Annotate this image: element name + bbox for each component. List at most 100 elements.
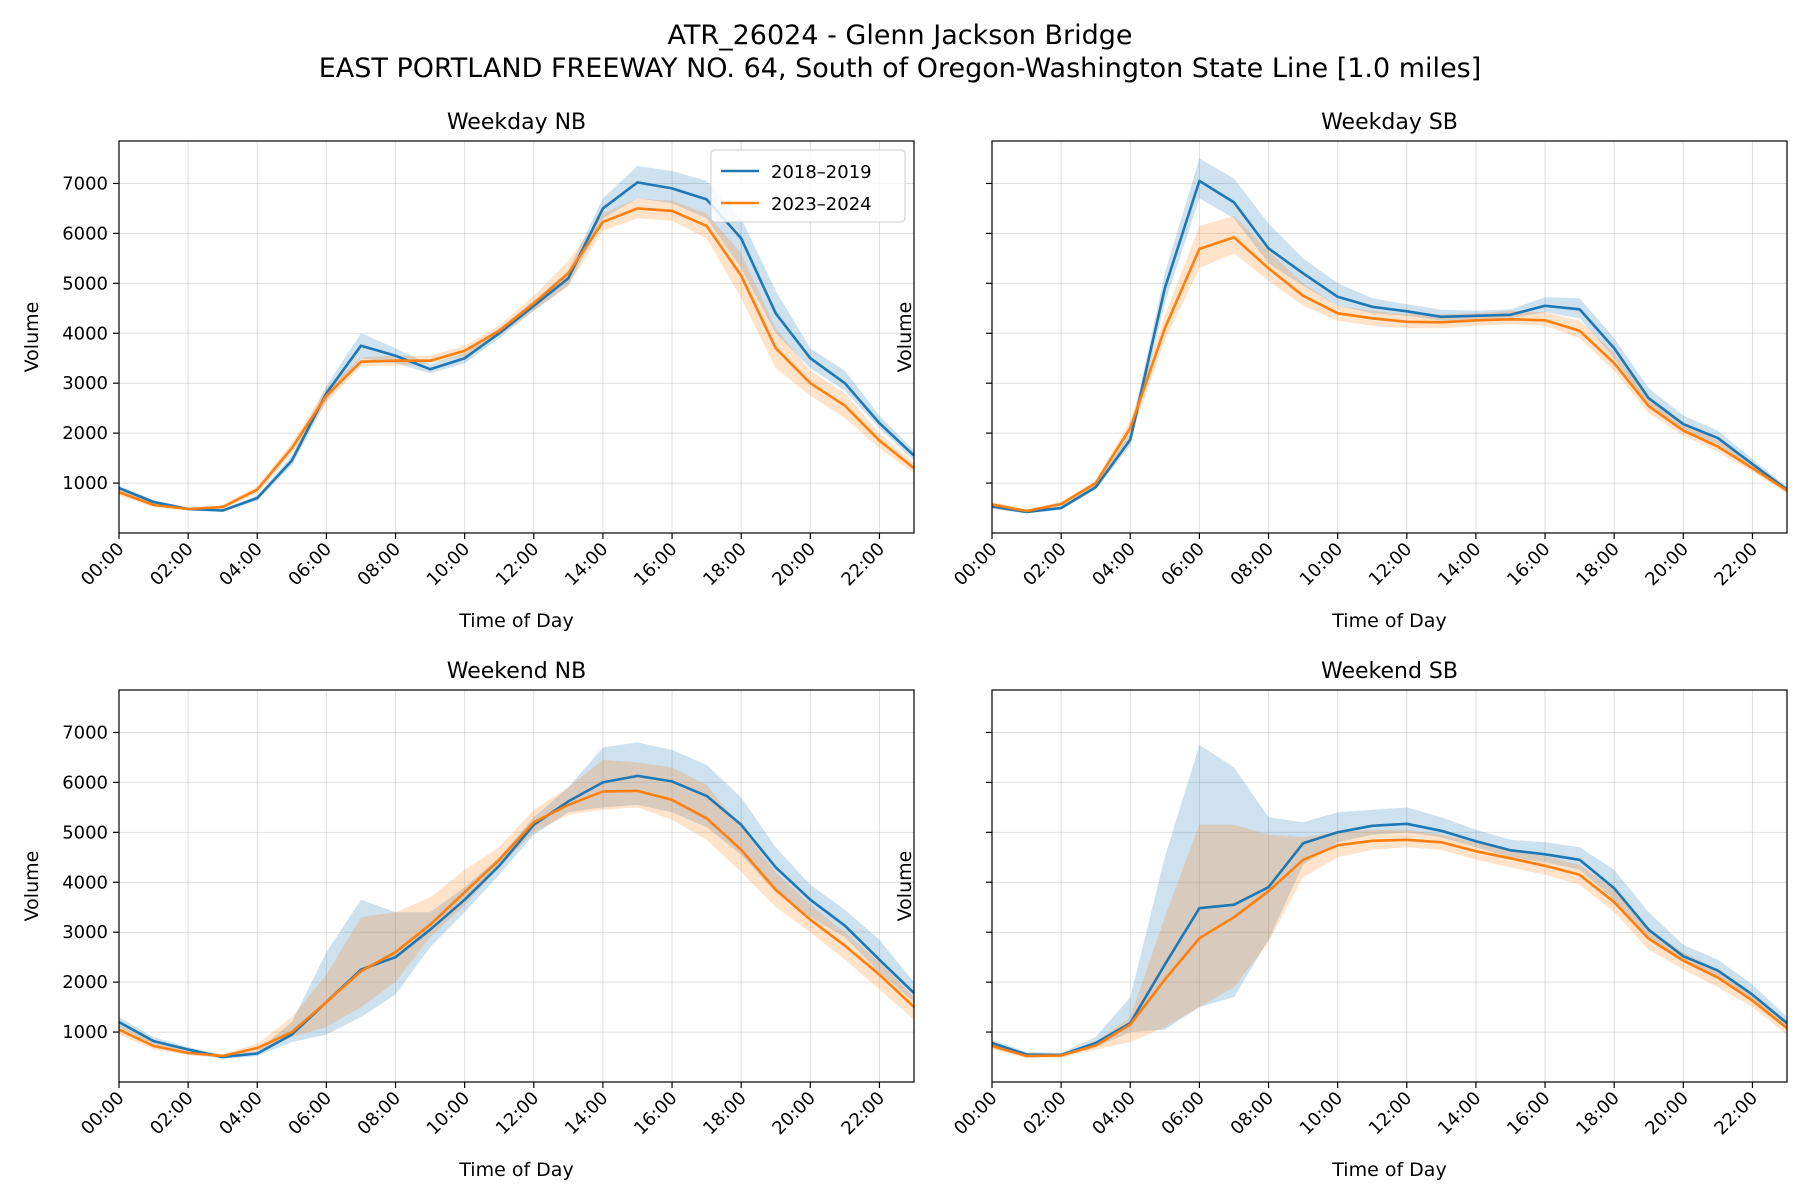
x-tick-label: 20:00 (1641, 539, 1693, 591)
y-tick-label: 5000 (62, 273, 108, 294)
series-line-1 (991, 236, 1788, 513)
series-line-0 (118, 181, 915, 512)
confidence-band-series-1 (119, 198, 914, 511)
subplot-3: 00:00 02:00 04:00 06:00 08:00 10:00 12:00 14:00… (894, 659, 1788, 1181)
y-tick-label: 1000 (62, 473, 108, 494)
x-tick-label: 10:00 (1296, 539, 1348, 591)
x-tick-label: 04:00 (215, 539, 267, 591)
axes-frame (118, 689, 915, 1083)
y-tick-label: 3000 (62, 922, 108, 943)
x-tick-label: 06:00 (284, 1088, 336, 1140)
y-tick-label: 4000 (62, 323, 108, 344)
x-tick-label: 22:00 (1710, 539, 1762, 591)
figure-title-line2: EAST PORTLAND FREEWAY NO. 64, South of O… (318, 53, 1482, 84)
x-tick-label: 14:00 (561, 1088, 613, 1140)
x-tick-label: 06:00 (1157, 1088, 1209, 1140)
x-tick-label: 16:00 (630, 1088, 682, 1140)
confidence-band-series-1 (992, 215, 1787, 513)
x-tick-label: 16:00 (1503, 1088, 1555, 1140)
subplot-title: Weekend NB (447, 659, 586, 684)
x-tick-label: 16:00 (1503, 539, 1555, 591)
y-axis-label: Volume (21, 851, 43, 922)
x-tick-label: 04:00 (215, 1088, 267, 1140)
subplot-title: Weekday NB (447, 110, 586, 135)
x-tick-label: 10:00 (423, 539, 475, 591)
x-tick-label: 02:00 (146, 539, 198, 591)
y-tick-label: 7000 (62, 173, 108, 194)
x-tick-label: 10:00 (1296, 1088, 1348, 1140)
axes-frame (118, 140, 915, 534)
x-tick-label: 14:00 (1434, 1088, 1486, 1140)
x-axis-label: Time of Day (458, 1159, 573, 1181)
y-tick-label: 3000 (62, 373, 108, 394)
series-line-0 (118, 774, 915, 1059)
y-tick-label: 7000 (62, 722, 108, 743)
x-tick-label: 18:00 (699, 539, 751, 591)
y-tick-label: 4000 (62, 872, 108, 893)
x-tick-label: 00:00 (950, 1088, 1002, 1140)
x-tick-label: 12:00 (1365, 1088, 1417, 1140)
x-tick-label: 14:00 (1434, 539, 1486, 591)
x-tick-label: 02:00 (1019, 1088, 1071, 1140)
legend-box (710, 149, 906, 223)
x-tick-label: 00:00 (950, 539, 1002, 591)
x-tick-label: 12:00 (1365, 539, 1417, 591)
series-line-0 (991, 822, 1788, 1057)
series-line-1 (118, 207, 915, 511)
x-tick-label: 06:00 (1157, 539, 1209, 591)
x-tick-label: 08:00 (354, 539, 406, 591)
x-tick-label: 12:00 (492, 539, 544, 591)
x-tick-label: 22:00 (837, 1088, 889, 1140)
x-tick-label: 22:00 (1710, 1088, 1762, 1140)
x-tick-label: 10:00 (423, 1088, 475, 1140)
series-line-0 (991, 179, 1788, 514)
axes-frame (991, 689, 1788, 1083)
subplot-title: Weekend SB (1321, 659, 1458, 684)
subplot-0: 1000 2000 3000 4000 5000 6000 7000 00:00 02:00 04… (21, 110, 915, 632)
x-tick-label: 18:00 (1572, 1088, 1624, 1140)
subplot-title: Weekday SB (1321, 110, 1458, 135)
series-line-1 (118, 789, 915, 1058)
legend-label-1: 2023–2024 (771, 194, 872, 215)
y-axis-label: Volume (894, 302, 916, 373)
x-axis-label: Time of Day (1331, 1159, 1446, 1181)
x-tick-label: 08:00 (1227, 539, 1279, 591)
x-tick-label: 18:00 (699, 1088, 751, 1140)
y-tick-label: 6000 (62, 223, 108, 244)
x-tick-label: 14:00 (561, 539, 613, 591)
x-axis-label: Time of Day (458, 610, 573, 632)
x-tick-label: 08:00 (1227, 1088, 1279, 1140)
x-tick-label: 02:00 (146, 1088, 198, 1140)
y-tick-label: 5000 (62, 822, 108, 843)
x-tick-label: 00:00 (77, 1088, 129, 1140)
confidence-band-series-0 (992, 744, 1787, 1057)
x-tick-label: 00:00 (77, 539, 129, 591)
y-tick-label: 2000 (62, 972, 108, 993)
x-tick-label: 12:00 (492, 1088, 544, 1140)
x-tick-label: 04:00 (1088, 1088, 1140, 1140)
subplot-2: 1000 2000 3000 4000 5000 6000 7000 00:00 02:00 04… (21, 659, 915, 1181)
y-tick-label: 2000 (62, 423, 108, 444)
x-tick-label: 18:00 (1572, 539, 1624, 591)
y-axis-label: Volume (894, 851, 916, 922)
y-tick-label: 1000 (62, 1022, 108, 1043)
x-tick-label: 06:00 (284, 539, 336, 591)
x-tick-label: 20:00 (768, 539, 820, 591)
y-axis-label: Volume (21, 302, 43, 373)
x-tick-label: 20:00 (768, 1088, 820, 1140)
axes-frame (991, 140, 1788, 534)
x-tick-label: 04:00 (1088, 539, 1140, 591)
confidence-band-series-1 (119, 759, 914, 1058)
x-axis-label: Time of Day (1331, 610, 1446, 632)
subplot-1: 00:00 02:00 04:00 06:00 08:00 10:00 12:00 14:00… (894, 110, 1788, 632)
x-tick-label: 02:00 (1019, 539, 1071, 591)
y-tick-label: 6000 (62, 772, 108, 793)
x-tick-label: 08:00 (354, 1088, 406, 1140)
series-line-1 (991, 838, 1788, 1058)
x-tick-label: 20:00 (1641, 1088, 1693, 1140)
confidence-band-series-0 (119, 742, 914, 1059)
legend-label-0: 2018–2019 (771, 162, 872, 183)
x-tick-label: 16:00 (630, 539, 682, 591)
figure-title-line1: ATR_26024 - Glenn Jackson Bridge (667, 20, 1133, 51)
